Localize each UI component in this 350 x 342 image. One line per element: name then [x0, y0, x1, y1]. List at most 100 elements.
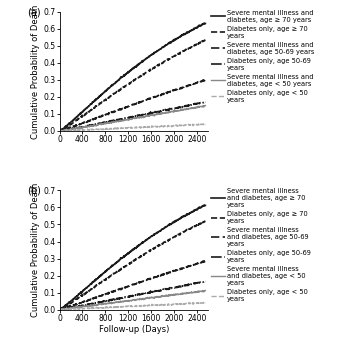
Severe mental illness and
diabetes, age < 50 years	[177, 108, 181, 113]
Severe mental illness and
diabetes, age ≥ 70 years	[136, 62, 141, 66]
Diabetes only, age < 50
years	[127, 304, 132, 308]
Severe mental illness
and diabetes, age 50-69
years	[200, 261, 204, 265]
Diabetes only, age 50-69
years	[200, 101, 204, 105]
Diabetes only, age ≥ 70
years	[136, 256, 141, 260]
Severe mental illness
and diabetes, age ≥ 70
years	[127, 251, 131, 255]
Severe mental illness and
diabetes, age ≥ 70 years	[200, 23, 204, 27]
Diabetes only, age < 50
years	[202, 122, 206, 126]
Diabetes only, age < 50
years	[136, 125, 141, 129]
Severe mental illness and
diabetes, age 50-69 years	[136, 101, 141, 105]
Diabetes only, age 50-69
years	[200, 280, 204, 284]
Severe mental illness and
diabetes, age 50-69 years	[203, 78, 207, 82]
Diabetes only, age ≥ 70
years	[203, 38, 207, 42]
Diabetes only, age < 50
years	[203, 122, 208, 126]
Diabetes only, age < 50
years	[144, 125, 148, 129]
Severe mental illness and
diabetes, age ≥ 70 years	[57, 129, 62, 133]
Severe mental illness
and diabetes, age ≥ 70
years	[136, 243, 141, 247]
Diabetes only, age 50-69
years	[177, 285, 181, 289]
Severe mental illness
and diabetes, age 50-69
years	[127, 284, 131, 288]
Severe mental illness and
diabetes, age ≥ 70 years	[202, 21, 206, 25]
Diabetes only, age 50-69
years	[127, 294, 132, 298]
Severe mental illness
and diabetes, age ≥ 70
years	[202, 203, 206, 207]
Diabetes only, age ≥ 70
years	[203, 219, 207, 223]
Severe mental illness and
diabetes, age 50-69 years	[203, 78, 208, 82]
Diabetes only, age ≥ 70
years	[136, 75, 141, 79]
Diabetes only, age < 50
years	[203, 301, 208, 305]
Diabetes only, age 50-69
years	[202, 100, 206, 104]
Y-axis label: Cumulative Probability of Death: Cumulative Probability of Death	[32, 183, 41, 317]
Diabetes only, age 50-69
years	[202, 279, 206, 283]
Severe mental illness and
diabetes, age < 50 years	[203, 104, 208, 108]
Severe mental illness
and diabetes, age < 50
years	[200, 289, 204, 293]
Diabetes only, age ≥ 70
years	[127, 82, 131, 86]
Diabetes only, age 50-69
years	[203, 279, 208, 284]
Line: Diabetes only, age 50-69
years: Diabetes only, age 50-69 years	[60, 102, 205, 131]
Diabetes only, age 50-69
years	[144, 290, 148, 294]
Severe mental illness and
diabetes, age 50-69 years	[57, 129, 62, 133]
Severe mental illness
and diabetes, age 50-69
years	[203, 259, 208, 263]
Severe mental illness and
diabetes, age 50-69 years	[177, 86, 181, 90]
Legend: Severe mental illness and
diabetes, age ≥ 70 years, Diabetes only, age ≥ 70
year: Severe mental illness and diabetes, age …	[211, 10, 315, 103]
Severe mental illness and
diabetes, age ≥ 70 years	[127, 70, 131, 74]
Severe mental illness and
diabetes, age ≥ 70 years	[203, 22, 208, 26]
Severe mental illness and
diabetes, age < 50 years	[127, 117, 132, 121]
Severe mental illness and
diabetes, age < 50 years	[200, 105, 204, 109]
Severe mental illness
and diabetes, age < 50
years	[203, 289, 208, 293]
Diabetes only, age 50-69
years	[136, 113, 141, 117]
Line: Severe mental illness and
diabetes, age ≥ 70 years: Severe mental illness and diabetes, age …	[60, 23, 205, 131]
Severe mental illness and
diabetes, age ≥ 70 years	[144, 56, 148, 61]
Line: Severe mental illness
and diabetes, age < 50
years: Severe mental illness and diabetes, age …	[60, 291, 205, 310]
Diabetes only, age 50-69
years	[127, 116, 131, 120]
Line: Diabetes only, age ≥ 70
years: Diabetes only, age ≥ 70 years	[60, 40, 205, 131]
Diabetes only, age < 50
years	[202, 300, 206, 304]
Legend: Severe mental illness
and diabetes, age ≥ 70
years, Diabetes only, age ≥ 70
year: Severe mental illness and diabetes, age …	[211, 188, 311, 302]
Diabetes only, age < 50
years	[57, 307, 62, 312]
Line: Severe mental illness and
diabetes, age < 50 years: Severe mental illness and diabetes, age …	[60, 106, 205, 131]
Line: Severe mental illness and
diabetes, age 50-69 years: Severe mental illness and diabetes, age …	[60, 80, 205, 131]
Line: Severe mental illness
and diabetes, age 50-69
years: Severe mental illness and diabetes, age …	[60, 261, 205, 310]
Diabetes only, age < 50
years	[177, 302, 181, 306]
Diabetes only, age < 50
years	[177, 123, 181, 128]
Severe mental illness
and diabetes, age 50-69
years	[203, 259, 207, 263]
Severe mental illness and
diabetes, age < 50 years	[57, 129, 62, 133]
Diabetes only, age ≥ 70
years	[203, 38, 208, 42]
Severe mental illness and
diabetes, age 50-69 years	[144, 98, 148, 102]
Severe mental illness and
diabetes, age 50-69 years	[127, 104, 131, 108]
Severe mental illness
and diabetes, age ≥ 70
years	[203, 203, 208, 208]
Severe mental illness and
diabetes, age < 50 years	[144, 114, 148, 118]
Line: Diabetes only, age < 50
years: Diabetes only, age < 50 years	[60, 302, 205, 310]
Severe mental illness and
diabetes, age ≥ 70 years	[177, 35, 181, 39]
Severe mental illness
and diabetes, age < 50
years	[57, 307, 62, 312]
Severe mental illness
and diabetes, age < 50
years	[144, 297, 148, 301]
Diabetes only, age ≥ 70
years	[177, 52, 181, 56]
Severe mental illness
and diabetes, age < 50
years	[127, 298, 131, 302]
Severe mental illness and
diabetes, age < 50 years	[127, 117, 131, 121]
Diabetes only, age 50-69
years	[144, 111, 148, 116]
Line: Diabetes only, age ≥ 70
years: Diabetes only, age ≥ 70 years	[60, 221, 205, 310]
Severe mental illness
and diabetes, age < 50
years	[136, 297, 141, 301]
Severe mental illness
and diabetes, age 50-69
years	[127, 284, 132, 288]
Severe mental illness
and diabetes, age ≥ 70
years	[144, 238, 148, 242]
Diabetes only, age ≥ 70
years	[177, 233, 181, 237]
Diabetes only, age < 50
years	[127, 304, 131, 308]
Severe mental illness and
diabetes, age 50-69 years	[200, 79, 204, 83]
Text: (b): (b)	[27, 186, 41, 196]
Diabetes only, age < 50
years	[144, 303, 148, 307]
Severe mental illness
and diabetes, age ≥ 70
years	[177, 217, 181, 221]
Diabetes only, age ≥ 70
years	[203, 219, 208, 223]
Diabetes only, age 50-69
years	[57, 129, 62, 133]
X-axis label: Follow-up (Days): Follow-up (Days)	[99, 326, 169, 334]
Diabetes only, age < 50
years	[127, 126, 131, 130]
Line: Severe mental illness
and diabetes, age ≥ 70
years: Severe mental illness and diabetes, age …	[60, 205, 205, 310]
Text: (a): (a)	[27, 7, 40, 17]
Severe mental illness and
diabetes, age ≥ 70 years	[127, 69, 132, 74]
Severe mental illness
and diabetes, age 50-69
years	[177, 267, 181, 271]
Severe mental illness
and diabetes, age 50-69
years	[57, 307, 62, 312]
Diabetes only, age < 50
years	[200, 301, 204, 305]
Diabetes only, age 50-69
years	[177, 105, 181, 109]
Diabetes only, age ≥ 70
years	[144, 251, 148, 255]
Y-axis label: Cumulative Probability of Death: Cumulative Probability of Death	[32, 4, 41, 139]
Diabetes only, age < 50
years	[136, 304, 141, 308]
Diabetes only, age < 50
years	[57, 129, 62, 133]
Diabetes only, age < 50
years	[200, 122, 204, 127]
